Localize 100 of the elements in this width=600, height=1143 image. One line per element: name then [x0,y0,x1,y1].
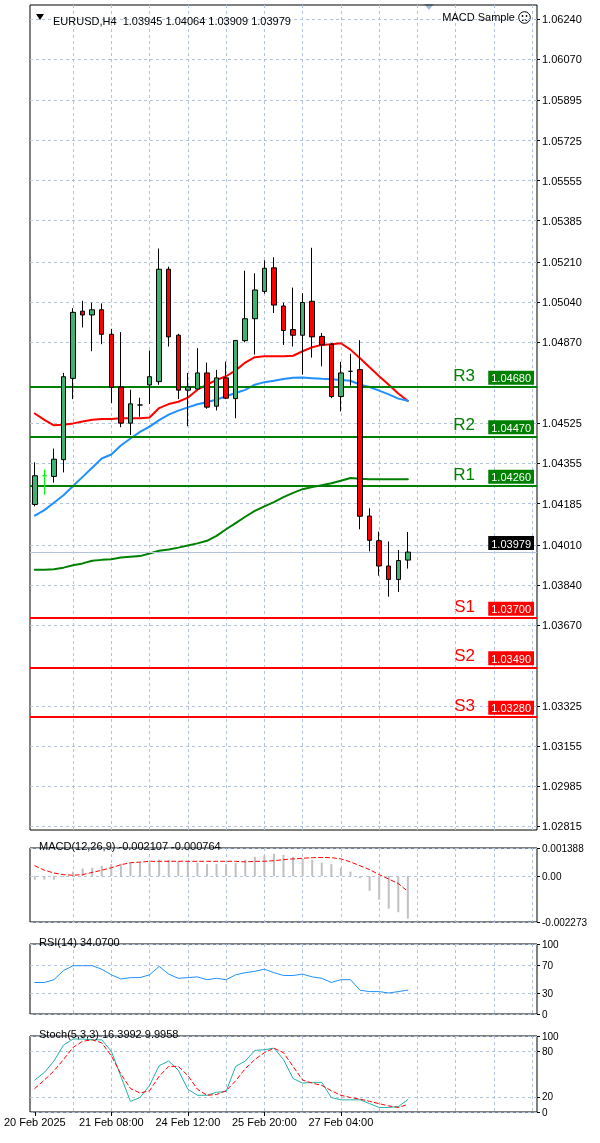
y-tick-label: 0 [542,1106,548,1118]
bar [272,853,275,877]
candlestick [405,531,411,570]
bar [330,864,333,877]
y-tick-label: -0.002273 [542,916,588,928]
bar [205,864,208,877]
candlestick [262,259,267,295]
annotation: 1.03490 [491,652,531,665]
y-tick-label: 1.06070 [542,53,582,66]
y-tick-label: 0 [542,1008,548,1020]
y-tick-label: 1.05725 [542,134,582,147]
candlestick [242,270,248,343]
candlestick [109,328,114,404]
bar [167,859,170,877]
bar [129,862,132,877]
candlestick [338,361,344,412]
ref-line-label: R1 [453,464,475,484]
bar [52,876,55,880]
x-tick-label: 27 Feb 04:00 [308,1115,374,1128]
bar [186,861,189,877]
candlestick [386,540,391,598]
x-tick-label: 20 Feb 2025 [3,1115,66,1128]
candlestick [233,339,238,419]
y-tick-label: 0.001388 [542,842,585,854]
candlestick [271,256,277,314]
bar [339,867,342,877]
y-tick-label: 1.04010 [542,538,582,551]
candlestick [376,531,382,577]
y-tick-label: 80 [542,1045,554,1057]
candlestick [176,333,181,400]
ref-line-label: S3 [454,695,475,715]
candlestick [214,369,219,411]
chart-title: Stoch(5,3,3) 16.3992 9.9958 [39,1027,179,1040]
candlestick [166,266,171,348]
candlestick [185,372,191,427]
annotation: 1.04470 [491,421,531,434]
y-tick-label: 1.03840 [542,578,582,591]
annotation: 1.04260 [491,471,531,484]
bar [158,859,161,877]
bar [196,862,199,877]
bar [43,876,46,880]
bar [234,862,237,877]
candlestick [89,302,95,352]
y-tick-label: 1.02985 [542,780,582,793]
annotation: 1.03979 [491,537,531,550]
candlestick [348,353,353,387]
y-tick-label: 1.05555 [542,174,582,187]
annotation: 1.04680 [491,372,531,385]
line-series [34,965,409,994]
candlestick [147,350,152,405]
bar [263,855,266,877]
candlestick [156,247,162,386]
candlestick [137,397,143,418]
bar [33,876,36,880]
bar [359,876,362,879]
y-tick-label: 1.04355 [542,457,582,470]
candlestick [195,347,200,391]
ref-line-label: R3 [453,365,475,385]
candlestick [80,300,85,328]
bar [387,876,390,909]
bar [148,862,151,877]
y-tick-label: 1.03670 [542,618,582,631]
chart-title: RSI(14) 34.0700 [39,935,120,948]
candlestick [367,507,372,552]
y-tick-label: 30 [542,987,554,999]
line-series [34,856,409,892]
annotation: 1.03280 [491,702,531,715]
y-tick-label: 0.00 [542,870,562,882]
ref-line-label: R2 [453,415,475,435]
bar [397,876,400,913]
y-tick-label: 1.03155 [542,740,582,753]
y-tick-label: 1.04185 [542,497,582,510]
bar [406,876,409,919]
candlestick [300,292,305,376]
ref-line-label: S1 [454,596,475,616]
candlestick [51,448,57,484]
x-tick-label: 24 Feb 12:00 [155,1115,221,1128]
bar [119,863,122,877]
bar [282,854,285,877]
y-tick-label: 1.05210 [542,255,582,268]
bar [177,861,180,877]
candlestick [204,362,210,410]
y-tick-label: 1.06240 [542,13,582,26]
line-series [33,376,409,517]
y-tick-label: 100 [542,1030,560,1042]
y-tick-label: 1.03325 [542,700,582,713]
y-tick-label: 1.04525 [542,417,582,430]
bar [378,876,381,900]
bar [215,864,218,877]
candlestick [61,372,66,473]
candlestick [99,302,104,345]
bar [301,858,304,877]
bar [225,864,228,877]
text: EURUSD,H4 1.03945 1.04064 1.03909 1.03979 [53,14,291,27]
candlestick [281,302,286,346]
y-tick-label: 70 [542,959,554,971]
candlestick [42,469,47,496]
candlestick [32,461,38,507]
y-tick-label: 1.04870 [542,336,582,349]
bar [139,862,142,877]
